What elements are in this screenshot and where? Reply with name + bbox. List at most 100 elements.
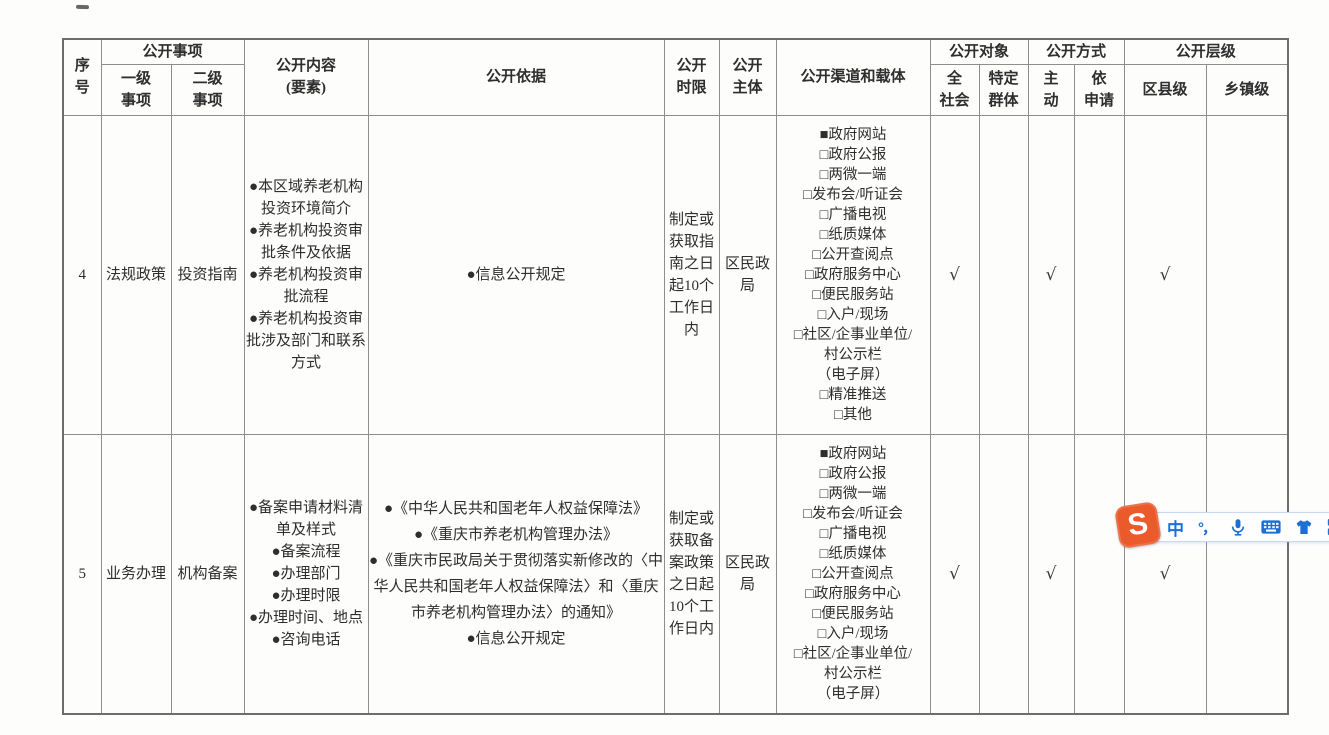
channel-checkbox-item: □两微一端: [819, 166, 887, 183]
channel-checkbox-item: □精准推送: [819, 386, 887, 403]
checkmark-level-township: [1205, 114, 1289, 435]
header-basis: 公开依据: [367, 38, 665, 116]
cell-subject: 区民政局: [718, 114, 777, 435]
microphone-icon[interactable]: [1229, 518, 1247, 536]
cell-serial: 4: [62, 114, 102, 435]
content-bullet-item: ●备案流程: [271, 543, 341, 560]
sogou-logo-icon[interactable]: S: [1113, 500, 1163, 550]
cell-channels: ■政府网站 □政府公报 □两微一端 □发布会/听证会 □广播电视 □纸质媒体 □公开查阅点 □…: [775, 114, 931, 435]
channel-checkbox-item: ■政府网站: [819, 445, 887, 462]
header-subject: 公开 主体: [718, 38, 777, 116]
cell-content: ●本区域养老机构投资环境简介 ●养老机构投资审批条件及依据 ●养老机构投资审批流程 ●…: [243, 114, 369, 435]
content-bullet-item: ●办理时限: [271, 587, 341, 604]
channel-checkbox-item: □政府服务中心: [805, 266, 901, 283]
cell-content: ●备案申请材料清单及样式 ●备案流程 ●办理部门 ●办理时限 ●办理时间、地点 ●咨询电话: [243, 433, 369, 715]
channel-checkbox-item: □纸质媒体: [819, 226, 887, 243]
header-serial: 序 号: [62, 38, 102, 116]
checkmark-level-district: √: [1123, 433, 1207, 715]
header-method-group: 公开方式: [1027, 38, 1125, 65]
cell-basis: ●《中华人民共和国老年人权益保障法》 ●《重庆市养老机构管理办法》 ●《重庆市民政局…: [367, 433, 665, 715]
cell-item-l1: 业务办理: [100, 433, 172, 715]
header-item-l1: 一级 事项: [100, 63, 172, 116]
virtual-keyboard-icon[interactable]: [1261, 519, 1281, 535]
channel-checkbox-item: □公开查阅点: [812, 565, 894, 582]
basis-bullet-item: ●《中华人民共和国老年人权益保障法》: [383, 500, 649, 517]
checkmark-level-township: [1205, 433, 1289, 715]
header-item-l2: 二级 事项: [170, 63, 245, 116]
channel-checkbox-item: 村公示栏: [824, 346, 883, 363]
ime-punctuation-toggle[interactable]: °，: [1198, 519, 1217, 537]
cell-item-l1: 法规政策: [100, 114, 172, 435]
channel-checkbox-item: □发布会/听证会: [803, 186, 903, 203]
header-target-group: 公开对象: [929, 38, 1029, 65]
header-channels: 公开渠道和载体: [775, 38, 931, 116]
header-method-request: 依 申请: [1073, 63, 1125, 116]
cell-item-l2: 机构备案: [170, 433, 245, 715]
checkmark-target-all: √: [929, 114, 980, 435]
cell-item-l2: 投资指南: [170, 114, 245, 435]
header-method-active: 主 动: [1027, 63, 1075, 116]
channel-checkbox-item: □政府服务中心: [805, 585, 901, 602]
header-time-limit: 公开 时限: [663, 38, 720, 116]
cell-time-limit: 制定或获取指南之日起10个工作日内: [663, 114, 720, 435]
channel-checkbox-item: □广播电视: [819, 525, 887, 542]
disclosure-items-table: 序 号 公开事项 公开内容 (要素) 公开依据 公开 时限 公开 主体 公开渠道…: [62, 38, 1290, 715]
channel-checkbox-item: （电子屏）: [816, 366, 890, 383]
checkmark-level-district: √: [1123, 114, 1207, 435]
scan-artifact: [75, 4, 90, 10]
header-level-group: 公开层级: [1123, 38, 1289, 65]
header-level-township: 乡镇级: [1205, 63, 1289, 116]
header-target-specific: 特定 群体: [978, 63, 1029, 116]
table-row: 4 法规政策 投资指南 ●本区域养老机构投资环境简介 ●养老机构投资审批条件及依据…: [62, 114, 1289, 435]
sogou-ime-toolbar: S 中 °，: [1113, 500, 1329, 550]
checkmark-target-all: √: [929, 433, 980, 715]
channel-checkbox-item: □公开查阅点: [812, 246, 894, 263]
checkmark-target-specific: [978, 114, 1029, 435]
channel-checkbox-item: □入户/现场: [817, 306, 889, 323]
checkmark-method-active: √: [1027, 114, 1075, 435]
content-bullet-item: ●办理部门: [271, 565, 341, 582]
channel-checkbox-item: □入户/现场: [817, 625, 889, 642]
basis-bullet-item: ●信息公开规定: [466, 266, 566, 283]
channel-checkbox-item: 村公示栏: [824, 665, 883, 682]
channel-checkbox-item: □便民服务站: [812, 605, 894, 622]
channel-checkbox-item: □政府公报: [819, 146, 887, 163]
cell-subject: 区民政局: [718, 433, 777, 715]
cell-basis: ●信息公开规定: [367, 114, 665, 435]
channel-checkbox-item: □发布会/听证会: [803, 505, 903, 522]
cell-channels: ■政府网站 □政府公报 □两微一端 □发布会/听证会 □广播电视 □纸质媒体 □公开查阅点 □…: [775, 433, 931, 715]
header-item-group: 公开事项: [100, 38, 245, 65]
ime-language-toggle[interactable]: 中: [1167, 519, 1184, 539]
basis-bullet-item: ●信息公开规定: [466, 630, 566, 647]
header-content: 公开内容 (要素): [243, 38, 369, 116]
channel-checkbox-item: □广播电视: [819, 206, 887, 223]
content-bullet-item: ●养老机构投资审批条件及依据: [248, 222, 364, 261]
channel-checkbox-item: □便民服务站: [812, 286, 894, 303]
content-bullet-item: ●备案申请材料清单及样式: [248, 499, 364, 538]
basis-bullet-item: ●《重庆市养老机构管理办法》: [413, 526, 619, 543]
content-bullet-item: ●本区域养老机构投资环境简介: [248, 178, 364, 217]
channel-checkbox-item: □纸质媒体: [819, 545, 887, 562]
channel-checkbox-item: □社区/企事业单位/: [793, 645, 913, 662]
cell-serial: 5: [62, 433, 102, 715]
content-bullet-item: ●咨询电话: [271, 631, 341, 648]
header-level-district: 区县级: [1123, 63, 1207, 116]
checkmark-method-active: √: [1027, 433, 1075, 715]
skin-tshirt-icon[interactable]: [1295, 518, 1313, 536]
table-row: 5 业务办理 机构备案 ●备案申请材料清单及样式 ●备案流程 ●办理部门 ●办理时限 ●…: [62, 433, 1289, 715]
channel-checkbox-item: （电子屏）: [816, 685, 890, 702]
content-bullet-item: ●养老机构投资审批流程: [248, 266, 364, 305]
content-bullet-item: ●养老机构投资审批涉及部门和联系方式: [246, 310, 367, 371]
channel-checkbox-item: □其他: [834, 406, 872, 423]
channel-checkbox-item: □两微一端: [819, 485, 887, 502]
cell-time-limit: 制定或获取备案政策之日起10个工作日内: [663, 433, 720, 715]
channel-checkbox-item: □社区/企事业单位/: [793, 326, 913, 343]
header-target-all: 全 社会: [929, 63, 980, 116]
content-bullet-item: ●办理时间、地点: [248, 609, 364, 626]
checkmark-method-request: [1073, 114, 1125, 435]
channel-checkbox-item: ■政府网站: [819, 126, 887, 143]
checkmark-target-specific: [978, 433, 1029, 715]
checkmark-method-request: [1073, 433, 1125, 715]
basis-bullet-item: ●《重庆市民政局关于贯彻落实新修改的〈中华人民共和国老年人权益保障法〉和〈重庆市…: [368, 552, 664, 621]
